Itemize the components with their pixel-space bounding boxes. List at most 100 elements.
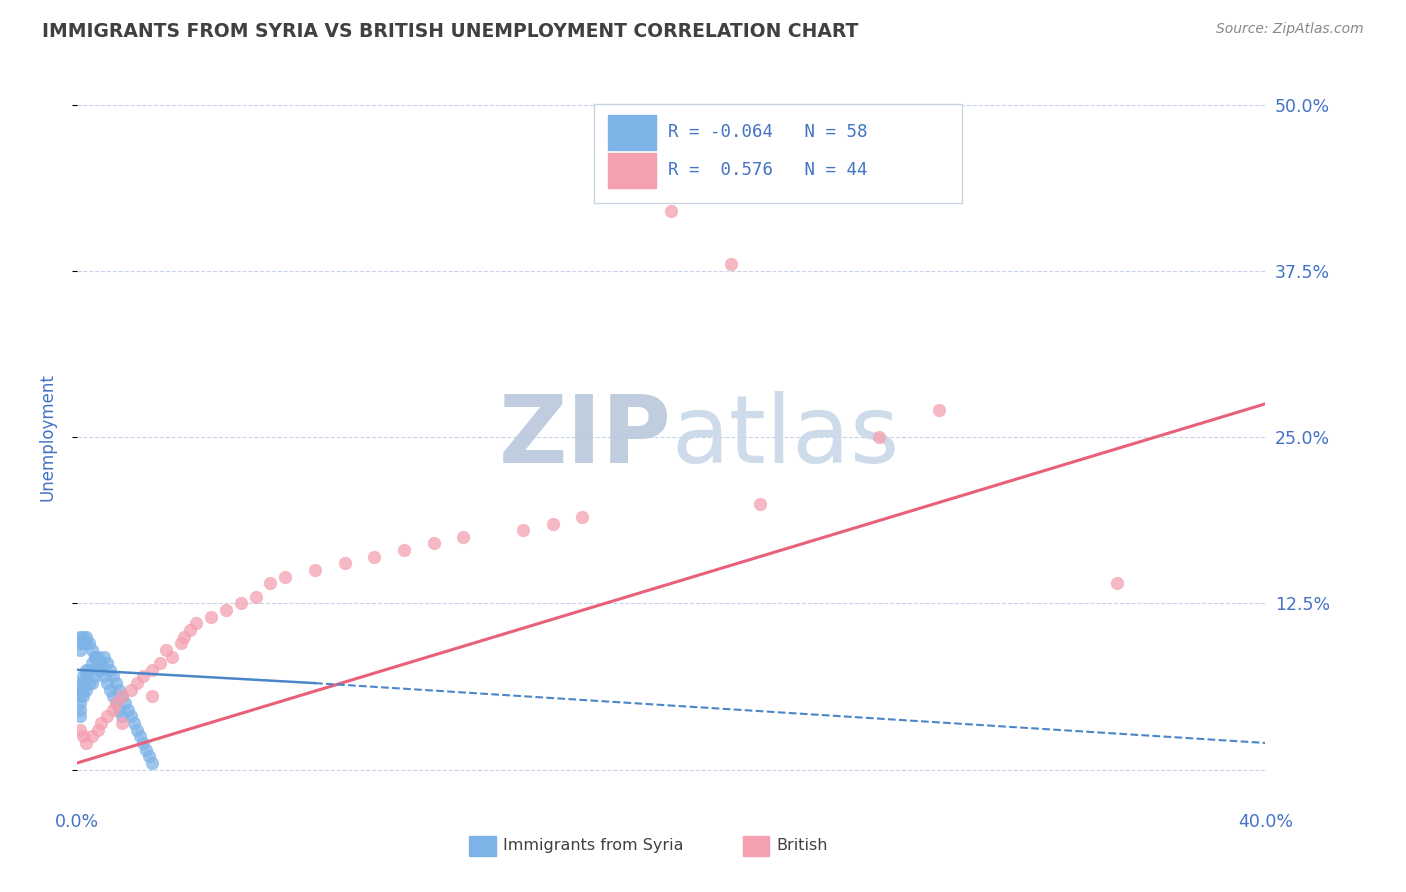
Point (101, 703, 124, 717)
Point (512, 523, 534, 537)
Point (392, 543, 415, 558)
Point (131, 669, 153, 683)
Point (69, 630, 91, 644)
Point (274, 570, 297, 584)
Point (69, 723, 91, 737)
Point (72, 690, 94, 704)
Point (72, 676, 94, 690)
Point (120, 709, 142, 723)
Point (87, 723, 110, 737)
Point (69, 682, 91, 697)
Text: British: British (776, 838, 827, 854)
Point (125, 676, 148, 690)
Point (77, 676, 100, 690)
Point (72, 682, 94, 697)
Point (72, 630, 94, 644)
Point (1105, 576, 1128, 591)
Point (75, 736, 97, 750)
Point (75, 682, 97, 697)
Text: Source: ZipAtlas.com: Source: ZipAtlas.com (1216, 22, 1364, 37)
Point (749, 497, 772, 511)
Point (72, 669, 94, 683)
Point (104, 696, 127, 710)
Point (87, 663, 110, 677)
Point (84, 649, 107, 664)
Point (77, 636, 100, 650)
Point (82, 676, 104, 690)
Point (111, 690, 134, 704)
Point (304, 563, 326, 577)
Text: R = -0.064   N = 58: R = -0.064 N = 58 (668, 123, 868, 141)
Point (82, 643, 104, 657)
Point (141, 690, 163, 704)
FancyBboxPatch shape (595, 104, 963, 203)
Point (453, 530, 475, 544)
Point (93, 669, 115, 683)
Point (120, 682, 142, 697)
Text: atlas: atlas (672, 391, 900, 483)
Text: ZIP: ZIP (499, 391, 672, 483)
Point (215, 603, 238, 617)
Point (173, 630, 195, 644)
Point (69, 709, 91, 723)
Point (96, 709, 118, 723)
Point (108, 682, 131, 697)
Point (149, 656, 172, 670)
Point (101, 690, 124, 704)
Point (93, 649, 115, 664)
Point (87, 656, 110, 670)
Point (259, 576, 281, 591)
Point (141, 663, 163, 677)
Point (84, 669, 107, 683)
Point (90, 656, 112, 670)
Point (422, 536, 444, 550)
Point (720, 257, 742, 271)
Point (69, 643, 91, 657)
Point (69, 703, 91, 717)
Point (69, 676, 91, 690)
Point (122, 716, 145, 731)
Point (75, 669, 97, 683)
Point (75, 663, 97, 677)
Point (111, 709, 134, 723)
Bar (609, 114, 657, 150)
Point (186, 616, 208, 631)
Point (84, 649, 107, 664)
Point (179, 623, 201, 637)
Point (162, 649, 184, 664)
Point (131, 736, 153, 750)
Point (77, 663, 100, 677)
Point (661, 204, 683, 219)
Text: Immigrants from Syria: Immigrants from Syria (503, 838, 683, 854)
Point (98, 663, 121, 677)
Point (125, 723, 148, 737)
Point (104, 696, 127, 710)
Point (363, 549, 385, 564)
Y-axis label: Unemployment: Unemployment (38, 373, 56, 501)
Point (75, 630, 97, 644)
Point (101, 669, 124, 683)
Point (868, 430, 890, 444)
Point (90, 716, 112, 731)
Point (96, 656, 118, 670)
Point (245, 590, 267, 604)
Point (108, 703, 131, 717)
Point (200, 609, 222, 624)
Point (82, 729, 104, 743)
Point (111, 690, 134, 704)
Point (75, 636, 97, 650)
Point (170, 636, 193, 650)
Point (69, 696, 91, 710)
Point (98, 682, 121, 697)
Point (69, 636, 91, 650)
Point (114, 696, 136, 710)
Point (69, 690, 91, 704)
Bar (742, 836, 769, 856)
Point (333, 557, 356, 571)
Point (541, 516, 564, 531)
Point (72, 636, 94, 650)
Point (104, 676, 127, 690)
Point (135, 742, 157, 756)
Bar (609, 153, 657, 187)
Point (117, 703, 139, 717)
